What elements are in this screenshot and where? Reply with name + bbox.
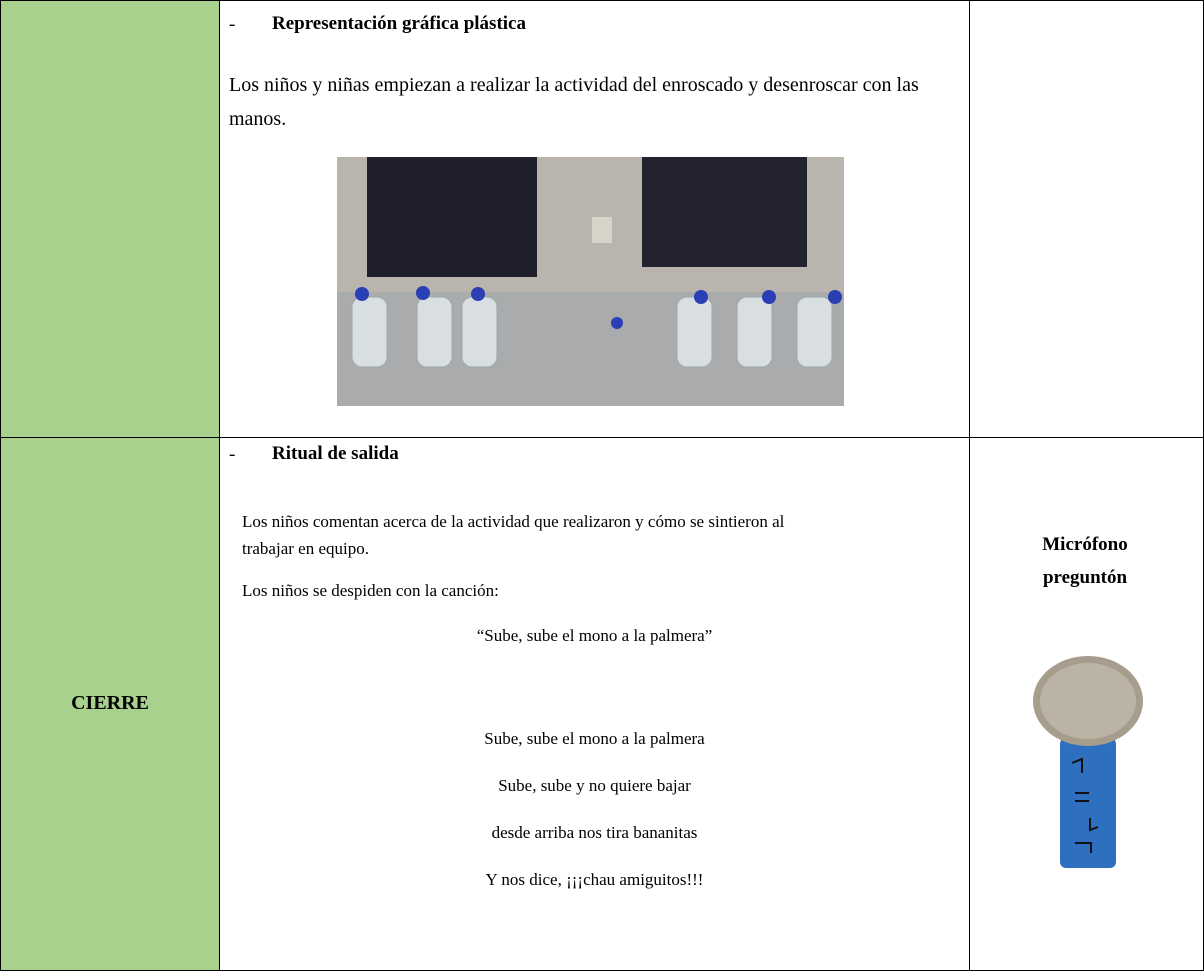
song-title: “Sube, sube el mono a la palmera”	[476, 626, 713, 645]
song-line: desde arriba nos tira bananitas	[491, 823, 698, 842]
phase-cell	[0, 0, 220, 438]
phase-label: CIERRE	[71, 692, 149, 714]
activity-heading: Ritual de salida	[272, 443, 399, 464]
resource-label: Micrófono preguntón	[1042, 534, 1128, 588]
activity-photo	[337, 157, 844, 406]
song-line: Sube, sube y no quiere bajar	[498, 776, 691, 795]
microphone-image	[1033, 656, 1143, 868]
song-line: Y nos dice, ¡¡¡chau amiguitos!!!	[485, 870, 704, 889]
paragraph: Los niños y niñas empiezan a realizar la…	[229, 74, 919, 130]
resource-cell	[969, 0, 1204, 438]
paragraph: Los niños comentan acerca de la activida…	[242, 512, 785, 558]
bullet: -	[229, 444, 236, 465]
song-line: Sube, sube el mono a la palmera	[484, 729, 705, 748]
bullet: -	[229, 14, 236, 35]
activity-heading: Representación gráfica plástica	[272, 13, 526, 34]
paragraph: Los niños se despiden con la canción:	[242, 581, 499, 600]
